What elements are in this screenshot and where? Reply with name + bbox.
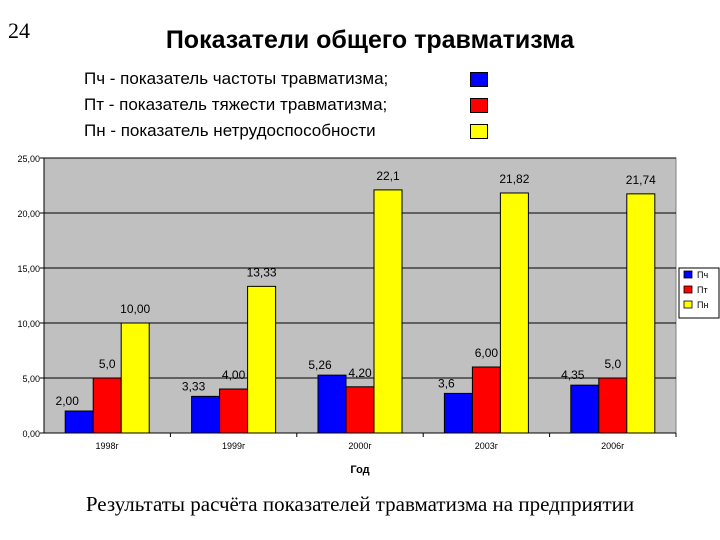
- x-tick-label: 1998г: [96, 441, 120, 451]
- slide-number: 24: [8, 18, 30, 43]
- bar-Пт-2003г: [471, 366, 501, 434]
- legend-row-severity: Пт - показатель тяжести травматизма;: [84, 94, 504, 120]
- y-tick-label: 10,00: [17, 319, 40, 329]
- data-label: 5,26: [308, 358, 332, 372]
- data-label: 4,20: [348, 366, 372, 380]
- indicator-legend: Пч - показатель частоты травматизма; Пт …: [84, 68, 504, 146]
- series-legend-swatch: [683, 270, 693, 279]
- bar-Пн-2003г: [499, 192, 529, 434]
- data-label: 3,6: [438, 376, 455, 390]
- legend-text-severity: Пт - показатель тяжести травматизма;: [84, 95, 388, 114]
- y-tick-label: 25,00: [17, 154, 40, 164]
- data-label: 4,00: [222, 368, 246, 382]
- series-legend-label: Пч: [697, 270, 708, 280]
- y-tick-label: 5,00: [22, 374, 40, 384]
- bar-Пч-2000г: [317, 374, 347, 434]
- data-label: 2,00: [56, 394, 80, 408]
- bar-Пн-1999г: [247, 285, 277, 434]
- y-tick-label: 0,00: [22, 429, 40, 439]
- bar-Пн-2000г: [373, 189, 403, 434]
- legend-swatch-disability: [470, 124, 488, 139]
- data-label: 3,33: [182, 379, 206, 393]
- y-tick-label: 20,00: [17, 209, 40, 219]
- legend-text-frequency: Пч - показатель частоты травматизма;: [84, 69, 389, 88]
- legend-swatch-severity: [470, 98, 488, 113]
- legend-text-disability: Пн - показатель нетрудоспособности: [84, 121, 376, 140]
- bar-Пт-2000г: [345, 386, 375, 434]
- slide-title: Показатели общего травматизма: [165, 26, 575, 54]
- bar-Пт-1999г: [219, 388, 249, 434]
- bar-Пт-1998г: [92, 377, 122, 434]
- data-label: 4,35: [561, 368, 585, 382]
- y-tick-label: 15,00: [17, 264, 40, 274]
- data-label: 21,82: [499, 172, 529, 186]
- bar-Пч-1999г: [191, 395, 221, 434]
- bar-Пн-1998г: [120, 322, 150, 434]
- bar-Пч-1998г: [64, 410, 94, 434]
- bar-chart: 0,00 5,00 10,00 15,00 20,00 25,00 2,00 5,0 10,00…: [17, 154, 720, 476]
- x-tick-label: 2003г: [475, 441, 499, 451]
- x-tick-label: 2006г: [601, 441, 625, 451]
- x-tick-label: 1999г: [222, 441, 246, 451]
- series-legend: Пч Пт Пн: [678, 267, 720, 319]
- data-label: 13,33: [247, 265, 277, 279]
- data-label: 5,0: [99, 357, 116, 371]
- series-legend-label: Пт: [697, 285, 708, 295]
- bar-Пн-2006г: [626, 193, 656, 434]
- slide-caption: Результаты расчёта показателей травматиз…: [85, 492, 635, 516]
- bar-Пч-2003г: [443, 392, 473, 434]
- bar-Пч-2006г: [570, 384, 600, 434]
- data-label: 6,00: [475, 346, 499, 360]
- data-label: 21,74: [626, 173, 656, 187]
- data-label: 22,1: [376, 169, 400, 183]
- x-axis-title: Год: [350, 464, 369, 476]
- series-legend-swatch: [683, 285, 693, 294]
- legend-swatch-frequency: [470, 72, 488, 87]
- series-legend-label: Пн: [697, 300, 708, 310]
- bar-Пт-2006г: [598, 377, 628, 434]
- data-label: 5,0: [604, 357, 621, 371]
- x-tick-label: 2000г: [348, 441, 372, 451]
- legend-row-frequency: Пч - показатель частоты травматизма;: [84, 68, 504, 94]
- series-legend-swatch: [683, 300, 693, 309]
- data-label: 10,00: [120, 302, 150, 316]
- legend-row-disability: Пн - показатель нетрудоспособности: [84, 120, 504, 146]
